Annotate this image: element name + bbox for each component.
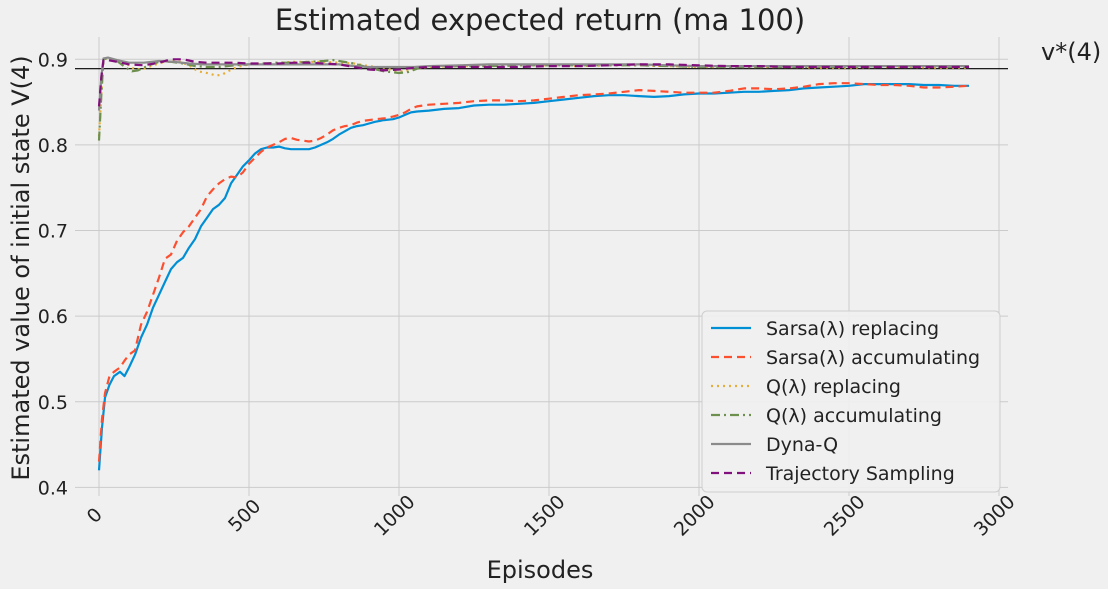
legend-label-1: Sarsa(λ) accumulating xyxy=(766,347,980,369)
x-axis-label: Episodes xyxy=(487,556,594,584)
y-axis-label: Estimated value of initial state V(4) xyxy=(7,55,35,480)
legend: Sarsa(λ) replacing Sarsa(λ) accumulating Q… xyxy=(701,310,1001,493)
y-tick-label: 0.5 xyxy=(38,392,68,414)
y-tick-label: 0.6 xyxy=(38,306,68,328)
chart-title: Estimated expected return (ma 100) xyxy=(275,3,805,37)
series-line-5 xyxy=(97,58,969,107)
legend-label-3: Q(λ) accumulating xyxy=(766,405,942,427)
series-line-0 xyxy=(97,83,969,471)
legend-label-4: Dyna-Q xyxy=(766,434,838,456)
series-line-1 xyxy=(97,82,970,462)
y-tick-label: 0.7 xyxy=(38,221,68,243)
legend-box xyxy=(701,310,1001,493)
legend-label-5: Trajectory Sampling xyxy=(765,463,955,485)
grid xyxy=(75,37,1008,496)
legend-label-0: Sarsa(λ) replacing xyxy=(766,318,939,340)
series-lines xyxy=(97,56,970,471)
y-tick-label: 0.4 xyxy=(38,477,68,499)
legend-label-2: Q(λ) replacing xyxy=(766,376,901,398)
reference-line-label: v*(4) xyxy=(1041,38,1101,66)
y-tick-label: 0.8 xyxy=(38,135,68,157)
y-tick-label: 0.9 xyxy=(38,49,68,71)
y-tick-labels: 0.4 0.5 0.6 0.7 0.8 0.9 xyxy=(38,49,68,499)
